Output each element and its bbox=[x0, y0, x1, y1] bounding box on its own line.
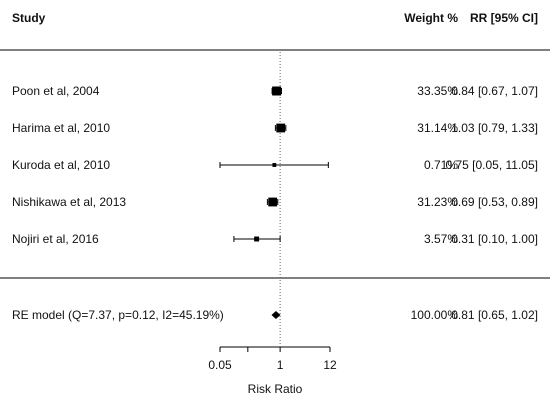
study-rr-ci: 1.03 [0.79, 1.33] bbox=[451, 121, 538, 135]
x-axis-label: Risk Ratio bbox=[248, 382, 303, 396]
summary-label: RE model (Q=7.37, p=0.12, I2=45.19%) bbox=[12, 308, 224, 322]
x-tick-label: 12 bbox=[323, 358, 337, 372]
study-rr-ci: 0.31 [0.10, 1.00] bbox=[451, 232, 538, 246]
study-label: Poon et al, 2004 bbox=[12, 84, 100, 98]
summary-rr-ci: 0.81 [0.65, 1.02] bbox=[451, 308, 538, 322]
study-point bbox=[254, 236, 260, 242]
study-weight: 0.71% bbox=[424, 158, 458, 172]
study-point bbox=[276, 123, 286, 133]
study-weight: 33.35% bbox=[417, 84, 458, 98]
study-point bbox=[268, 197, 278, 207]
rr-header: RR [95% CI] bbox=[470, 11, 538, 25]
weight-header: Weight % bbox=[404, 11, 458, 25]
x-tick-label: 0.05 bbox=[208, 358, 232, 372]
summary-weight: 100.00% bbox=[411, 308, 459, 322]
study-label: Nishikawa et al, 2013 bbox=[12, 195, 126, 209]
summary-diamond bbox=[271, 311, 281, 319]
x-tick-label: 1 bbox=[277, 358, 284, 372]
study-point bbox=[272, 163, 277, 167]
study-rr-ci: 0.84 [0.67, 1.07] bbox=[451, 84, 538, 98]
study-weight: 31.23% bbox=[417, 195, 458, 209]
study-point bbox=[272, 86, 282, 96]
study-label: Nojiri et al, 2016 bbox=[12, 232, 99, 246]
study-rr-ci: 0.69 [0.53, 0.89] bbox=[451, 195, 538, 209]
study-weight: 3.57% bbox=[424, 232, 458, 246]
study-rr-ci: 0.75 [0.05, 11.05] bbox=[445, 158, 538, 172]
study-label: Harima et al, 2010 bbox=[12, 121, 110, 135]
study-weight: 31.14% bbox=[417, 121, 458, 135]
study-label: Kuroda et al, 2010 bbox=[12, 158, 110, 172]
study-header: Study bbox=[12, 11, 46, 25]
